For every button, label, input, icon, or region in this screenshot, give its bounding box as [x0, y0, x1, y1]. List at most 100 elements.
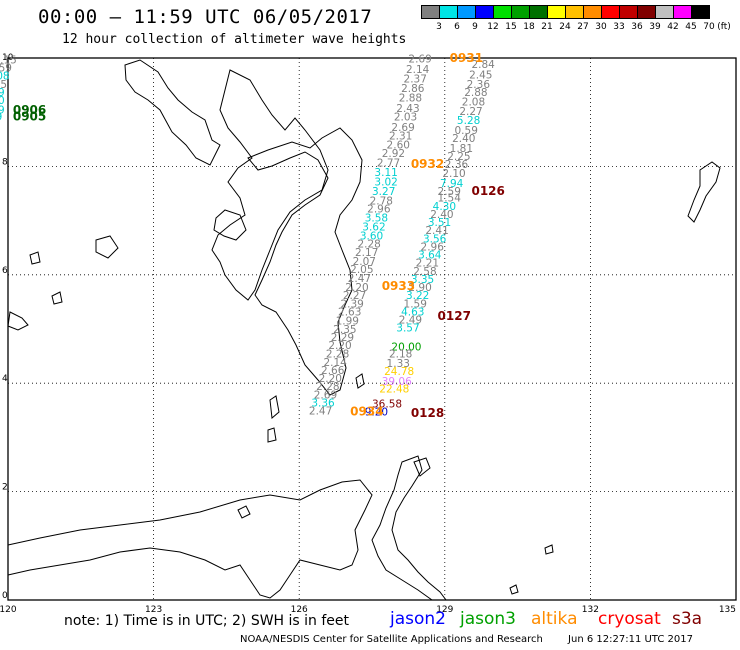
color-scale-bar [421, 5, 710, 19]
lon-label: 129 [436, 605, 453, 615]
swh-value: 3.09 [0, 87, 5, 99]
swh-value: 2.58 [413, 266, 436, 278]
coastlines [7, 59, 721, 601]
color-scale-label: 33 [613, 22, 625, 32]
coast-morotai [413, 457, 431, 477]
swh-value: 4.79 [0, 111, 2, 123]
color-scale-label: 6 [454, 22, 460, 32]
pass-time-label: 0933 [382, 279, 415, 293]
swh-value: 2.43 [396, 103, 419, 115]
swh-value: 0.59 [0, 63, 12, 75]
swh-value: 2.20 [345, 282, 368, 294]
swh-value: 2.96 [421, 241, 445, 253]
swh-value: 2.07 [353, 256, 376, 268]
color-scale-unit: (ft) [717, 22, 731, 32]
swh-value: 2.27 [343, 290, 366, 302]
swh-value: 3.60 [360, 231, 383, 243]
swh-value: 3.27 [372, 186, 395, 198]
color-scale-label: 42 [667, 22, 679, 32]
lon-label: 135 [719, 605, 736, 615]
color-scale-label: 24 [559, 22, 571, 32]
swh-value: 22.48 [379, 383, 409, 395]
swh-value: 3.57 [396, 323, 419, 335]
coast-palau [687, 161, 721, 223]
swh-value: 2.20 [319, 373, 342, 385]
legend-jason3: jason3 [460, 609, 516, 629]
swh-value: 2.28 [357, 239, 380, 251]
swh-value: 2.69 [314, 389, 337, 401]
lon-label: 120 [0, 605, 17, 615]
pass-time-label: 0906 [13, 103, 46, 117]
coast-islet-2 [267, 427, 277, 443]
swh-value: 3.35 [411, 274, 434, 286]
swh-value: 3.22 [406, 290, 429, 302]
lat-label: 0 [2, 591, 8, 601]
swh-value: 1.95 [0, 79, 7, 91]
credit-timestamp: Jun 6 12:27:11 UTC 2017 [568, 634, 693, 645]
swh-value: 1.99 [336, 316, 359, 328]
swh-value: 2.63 [338, 306, 361, 318]
swh-value: 2.27 [459, 106, 482, 118]
swh-value: 0.59 [455, 125, 478, 137]
coast-islet-4 [355, 373, 365, 389]
swh-value: 3.58 [365, 213, 388, 225]
color-scale-label: 70 [703, 22, 715, 32]
credit-line: NOAA/NESDIS Center for Satellite Applica… [240, 634, 693, 645]
color-scale-label: 30 [595, 22, 607, 32]
swh-value: 2.40 [430, 209, 453, 221]
color-scale-label: 18 [523, 22, 535, 32]
swh-value: 2.20 [328, 340, 351, 352]
lat-label: 2 [2, 483, 8, 493]
lat-label: 10 [2, 53, 14, 63]
swh-value: 2.21 [416, 258, 439, 270]
swh-value: 3.50 [0, 95, 5, 107]
color-scale-label: 15 [505, 22, 517, 32]
swh-value: 2.88 [399, 92, 422, 104]
swh-value: 9.20 [365, 407, 388, 419]
swh-value: 2.10 [442, 168, 465, 180]
swh-value: 3.64 [418, 250, 442, 262]
coast-mindanao [247, 127, 363, 396]
color-scale-label: 45 [685, 22, 697, 32]
swh-value: 2.49 [399, 315, 422, 327]
swh-value: 2.17 [355, 247, 378, 259]
color-scale-label: 27 [577, 22, 589, 32]
swh-value: 2.36 [467, 79, 491, 91]
coast-sulu [7, 311, 29, 331]
pass-time-label: 0931 [450, 51, 483, 65]
pass-time-label: 0127 [438, 309, 471, 323]
swh-value: 3.62 [362, 221, 385, 233]
swh-value: 4.30 [433, 201, 456, 213]
swh-value: 1.33 [387, 358, 410, 370]
swh-value: 24.78 [384, 366, 414, 378]
lon-label: 126 [291, 605, 308, 615]
pass-time-label: 0126 [471, 184, 504, 198]
coast-visayas-west [124, 59, 221, 166]
swh-value: 2.28 [316, 381, 339, 393]
swh-value: 1.59 [404, 298, 427, 310]
swh-value: 2.18 [389, 349, 412, 361]
swh-value: 2.05 [350, 264, 373, 276]
swh-value: 2.25 [447, 151, 470, 163]
swh-value: 2.03 [394, 111, 417, 123]
swh-value: 2.15 [0, 54, 17, 66]
swh-value: 1.54 [438, 193, 462, 205]
axis-labels: 10 8 6 4 2 0 120 123 126 129 132 135 [0, 53, 736, 615]
lat-label: 4 [2, 374, 8, 384]
color-scale-cell [691, 5, 710, 19]
color-scale-label: 21 [541, 22, 553, 32]
color-scale-label: 9 [472, 22, 478, 32]
swh-value: 2.86 [401, 83, 425, 95]
coast-visayas-east [211, 69, 329, 301]
swh-value: 2.69 [408, 53, 431, 65]
swh-value: 3.36 [311, 398, 335, 410]
swh-value: 3.08 [0, 71, 10, 83]
swh-value: 3.11 [374, 167, 397, 179]
swh-value: 2.31 [389, 130, 412, 142]
lon-label: 132 [582, 605, 599, 615]
coast-islet-5 [29, 251, 41, 265]
graticule [8, 58, 736, 600]
swh-value: 2.14 [323, 357, 347, 369]
credit-text: NOAA/NESDIS Center for Satellite Applica… [240, 634, 543, 645]
